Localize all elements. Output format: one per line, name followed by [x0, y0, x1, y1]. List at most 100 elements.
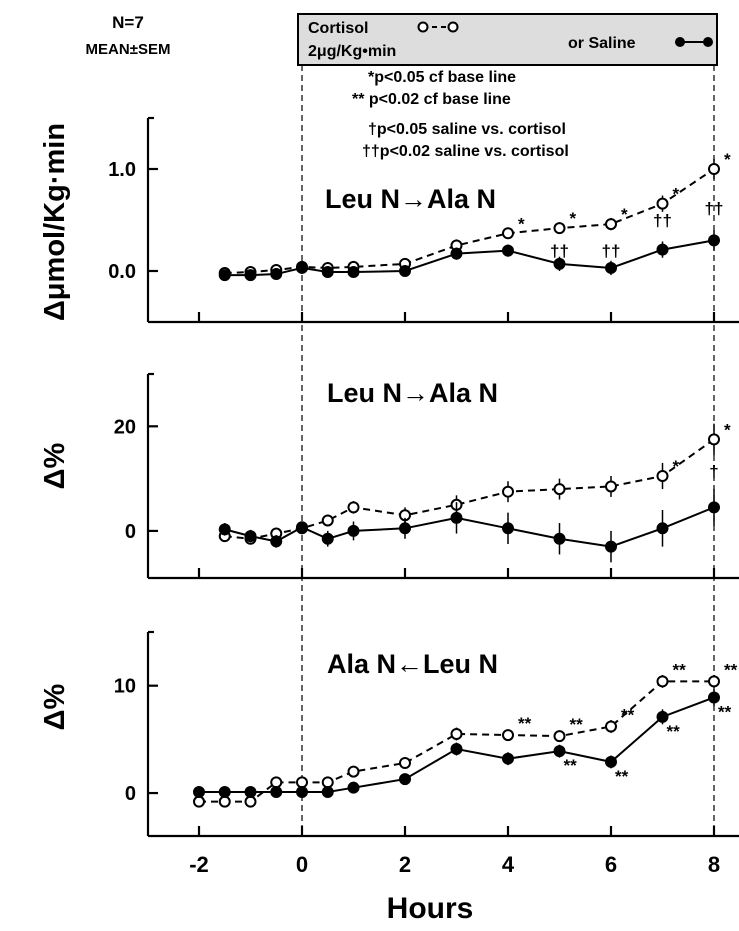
legend-box [297, 13, 718, 66]
significance-marker: * [724, 150, 731, 169]
saline-point [605, 540, 617, 553]
cortisol-point [708, 163, 720, 175]
significance-marker: * [621, 205, 628, 224]
saline-point [502, 244, 514, 257]
saline-point [399, 522, 411, 535]
cortisol-point [347, 501, 360, 514]
significance-marker: ** [621, 705, 635, 724]
panel-2: 0 20 * * † [114, 372, 739, 580]
cortisol-point [321, 776, 334, 789]
sig-line-4: ††p<0.02 saline vs. cortisol [362, 143, 569, 160]
saline-point [708, 691, 720, 704]
saline-point [450, 247, 463, 260]
significance-marker: †† [653, 211, 672, 230]
cortisol-point [244, 795, 257, 808]
legend-open-circle-icon [447, 21, 459, 33]
sig-line-3: †p<0.05 saline vs. cortisol [368, 121, 566, 138]
cortisol-point [218, 795, 231, 808]
significance-legend: *p<0.05 cf base line ** p<0.02 cf base l… [352, 69, 569, 160]
saline-point [553, 257, 566, 270]
cortisol-point [347, 765, 360, 778]
significance-marker: †† [705, 199, 724, 218]
saline-point [347, 524, 360, 537]
saline-point [270, 268, 283, 281]
saline-point [605, 261, 617, 274]
panel-1-title: Leu N→Ala N [325, 184, 496, 214]
cortisol-point [502, 729, 514, 742]
stat-label: MEAN±SEM [86, 41, 171, 58]
cortisol-point [321, 514, 334, 527]
legend-saline-label: or Saline [568, 35, 636, 52]
saline-point [502, 752, 514, 765]
cortisol-point [605, 218, 617, 231]
cortisol-point [708, 433, 720, 446]
cortisol-series-line [199, 680, 714, 803]
saline-point [656, 710, 669, 723]
significance-marker: ** [518, 714, 532, 733]
legend-cortisol-label: Cortisol [308, 20, 368, 37]
y-tick-label: 10 [114, 676, 136, 698]
significance-marker: * [673, 457, 680, 476]
cortisol-point [553, 483, 566, 496]
cortisol-point [656, 197, 669, 210]
y-tick-label: 0 [125, 521, 136, 543]
significance-marker: * [724, 420, 731, 439]
saline-point [218, 269, 231, 282]
plot-area: 0.01.0* * ***†† ††††††020**†010-2 0 2 4 6 8** ***… [108, 116, 739, 877]
saline-point [321, 785, 334, 798]
significance-marker: ** [570, 715, 584, 734]
significance-marker: ** [718, 702, 732, 721]
cortisol-point [553, 222, 566, 235]
saline-point [296, 521, 308, 534]
cortisol-point [605, 720, 617, 733]
x-tick-label: 0 [296, 852, 308, 877]
panel-3-ylabel: Δ% [39, 683, 71, 730]
saline-point [218, 785, 231, 798]
saline-point [296, 785, 308, 798]
cortisol-point [270, 776, 283, 789]
significance-marker: †† [602, 242, 621, 261]
cortisol-point [708, 675, 720, 688]
significance-marker: ** [673, 660, 687, 679]
cortisol-point [502, 227, 514, 240]
legend-dose-label: 2μg/Kg•min [308, 43, 396, 60]
significance-marker: †† [550, 242, 569, 261]
legend: Cortisol 2μg/Kg•min or Saline [297, 13, 718, 66]
x-tick-label: -2 [189, 852, 209, 877]
cortisol-point [193, 795, 205, 808]
panel-2-ylabel: Δ% [39, 442, 71, 489]
saline-point [244, 269, 257, 282]
x-tick-label: 8 [708, 852, 720, 877]
saline-point [708, 234, 720, 247]
saline-point [708, 501, 720, 514]
saline-point [193, 785, 205, 798]
saline-point [399, 773, 411, 786]
significance-marker: ** [724, 660, 738, 679]
y-tick-label: 0 [125, 783, 136, 805]
significance-marker: * [570, 209, 577, 228]
significance-marker: * [673, 185, 680, 204]
cortisol-point [502, 485, 514, 498]
saline-point [218, 523, 231, 536]
legend-open-circle-icon [417, 21, 429, 33]
cortisol-point [656, 470, 669, 482]
saline-point [321, 532, 334, 545]
saline-point [502, 522, 514, 535]
significance-marker: ** [564, 756, 578, 775]
cortisol-point [656, 675, 669, 688]
x-tick-label: 2 [399, 852, 411, 877]
cortisol-point [553, 730, 566, 743]
saline-point [347, 266, 360, 279]
saline-point [656, 522, 669, 535]
saline-point [270, 785, 283, 798]
significance-marker: ** [667, 722, 681, 741]
saline-point [605, 755, 617, 768]
x-tick-label: 6 [605, 852, 617, 877]
y-tick-label: 0.0 [108, 261, 136, 283]
x-tick-label: 4 [502, 852, 515, 877]
saline-point [270, 535, 283, 548]
saline-point [296, 261, 308, 274]
saline-point [244, 785, 257, 798]
panel-2-title: Leu N→Ala N [327, 378, 498, 408]
